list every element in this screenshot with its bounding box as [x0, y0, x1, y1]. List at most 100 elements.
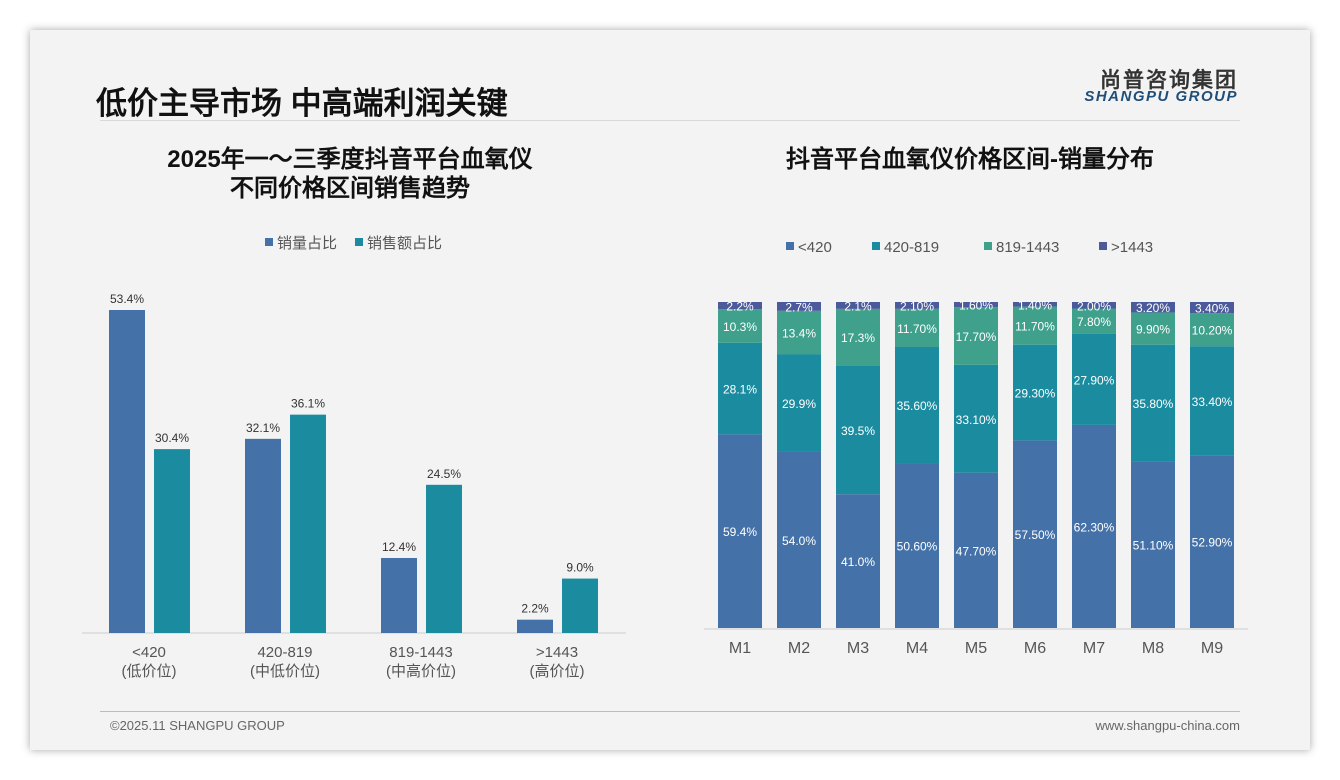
data-label: 57.50% — [1015, 528, 1056, 542]
legend-swatch — [265, 238, 273, 246]
x-tick-sublabel: (高价位) — [530, 663, 585, 680]
data-label: 29.9% — [782, 397, 816, 411]
logo-en: SHANGPU GROUP — [1084, 88, 1238, 105]
data-label: 11.70% — [897, 322, 937, 336]
data-label: 62.30% — [1074, 520, 1115, 534]
data-label: 10.20% — [1192, 324, 1233, 338]
data-label: 9.90% — [1136, 323, 1170, 337]
legend-label: <420 — [798, 239, 832, 256]
footer-divider — [100, 711, 1240, 712]
x-tick-label: 819-1443 — [389, 644, 452, 661]
header-divider — [100, 120, 1240, 121]
stack-segment-2-4 — [954, 307, 998, 365]
left-chart-title-line2: 不同价格区间销售趋势 — [230, 175, 470, 202]
data-label: 52.90% — [1192, 536, 1233, 550]
legend-label: 销量占比 — [277, 235, 337, 252]
data-label: 36.1% — [291, 397, 325, 411]
bar-1-1 — [290, 414, 326, 633]
x-tick-label: M8 — [1142, 640, 1164, 657]
stack-segment-0-2 — [836, 494, 880, 628]
stack-segment-0-5 — [1013, 440, 1057, 628]
data-label: 33.40% — [1192, 395, 1233, 409]
data-label: 2.00% — [1077, 299, 1111, 313]
data-label: 51.10% — [1133, 539, 1174, 553]
stack-segment-2-6 — [1072, 308, 1116, 334]
data-label: 27.90% — [1074, 373, 1115, 387]
data-label: 47.70% — [956, 544, 997, 558]
bar-0-1 — [245, 438, 281, 633]
data-label: 35.60% — [897, 399, 938, 413]
stack-segment-3-8 — [1190, 302, 1234, 314]
x-tick-sublabel: (中高价位) — [386, 663, 456, 680]
stack-segment-1-1 — [777, 354, 821, 452]
left-chart-title-line1: 2025年一～三季度抖音平台血氧仪 — [167, 146, 533, 173]
stack-segment-1-6 — [1072, 333, 1116, 425]
bar-1-2 — [426, 484, 462, 633]
stack-segment-0-6 — [1072, 424, 1116, 628]
x-tick-label: M9 — [1201, 640, 1223, 657]
stack-segment-0-0 — [718, 434, 762, 628]
bar-0-3 — [517, 619, 553, 633]
data-label: 24.5% — [427, 467, 461, 481]
stack-segment-3-2 — [836, 302, 880, 309]
stack-segment-1-2 — [836, 365, 880, 495]
data-label: 1.40% — [1018, 298, 1052, 312]
legend-swatch — [1099, 242, 1107, 250]
x-tick-label: M5 — [965, 640, 987, 657]
data-label: 12.4% — [382, 540, 416, 554]
data-label: 2.2% — [726, 300, 754, 314]
slide-title: 低价主导市场 中高端利润关键 — [96, 86, 508, 121]
legend-label: 销售额占比 — [367, 235, 442, 252]
data-label: 17.3% — [841, 331, 875, 345]
data-label: 3.40% — [1195, 302, 1229, 316]
x-tick-label: M6 — [1024, 640, 1046, 657]
bar-1-3 — [562, 578, 598, 633]
data-label: 33.10% — [956, 413, 997, 427]
data-label: 10.3% — [723, 320, 757, 334]
data-label: 2.7% — [785, 300, 813, 314]
bar-0-2 — [381, 557, 417, 633]
data-label: 2.2% — [521, 602, 549, 616]
stack-segment-3-6 — [1072, 302, 1116, 309]
left-chart-title: 2025年一～三季度抖音平台血氧仪 不同价格区间销售趋势 — [100, 145, 600, 203]
stack-segment-1-0 — [718, 342, 762, 435]
stack-segment-2-2 — [836, 308, 880, 366]
x-tick-label: M1 — [729, 640, 751, 657]
stack-segment-3-7 — [1131, 302, 1175, 313]
data-label: 9.0% — [566, 561, 594, 575]
stack-segment-1-8 — [1190, 346, 1234, 456]
data-label: 59.4% — [723, 525, 757, 539]
stack-segment-1-3 — [895, 346, 939, 464]
data-label: 13.4% — [782, 327, 816, 341]
legend-label: >1443 — [1111, 239, 1153, 256]
stack-segment-2-1 — [777, 310, 821, 355]
legend-label: 420-819 — [884, 239, 939, 256]
stack-segment-0-7 — [1131, 461, 1175, 628]
data-label: 3.20% — [1136, 301, 1170, 315]
data-label: 1.60% — [959, 299, 993, 313]
data-label: 28.1% — [723, 383, 757, 397]
data-label: 17.70% — [956, 330, 997, 344]
bar-0-0 — [109, 310, 145, 633]
stack-segment-1-4 — [954, 364, 998, 473]
x-tick-label: M2 — [788, 640, 810, 657]
data-label: 41.0% — [841, 555, 875, 569]
data-label: 39.5% — [841, 424, 875, 438]
data-label: 32.1% — [246, 421, 280, 435]
data-label: 35.80% — [1133, 397, 1174, 411]
stack-segment-3-1 — [777, 302, 821, 311]
stack-segment-1-5 — [1013, 344, 1057, 441]
x-tick-label: <420 — [132, 644, 166, 661]
legend-label: 819-1443 — [996, 239, 1059, 256]
stack-segment-2-5 — [1013, 306, 1057, 345]
data-label: 54.0% — [782, 534, 816, 548]
footer-copyright: ©2025.11 SHANGPU GROUP — [110, 718, 285, 733]
footer-website: www.shangpu-china.com — [1095, 718, 1240, 733]
stack-segment-3-0 — [718, 302, 762, 310]
data-label: 29.30% — [1015, 387, 1056, 401]
stack-segment-3-3 — [895, 302, 939, 309]
data-label: 50.60% — [897, 540, 938, 554]
stack-segment-0-4 — [954, 472, 998, 628]
data-label: 2.10% — [900, 299, 934, 313]
